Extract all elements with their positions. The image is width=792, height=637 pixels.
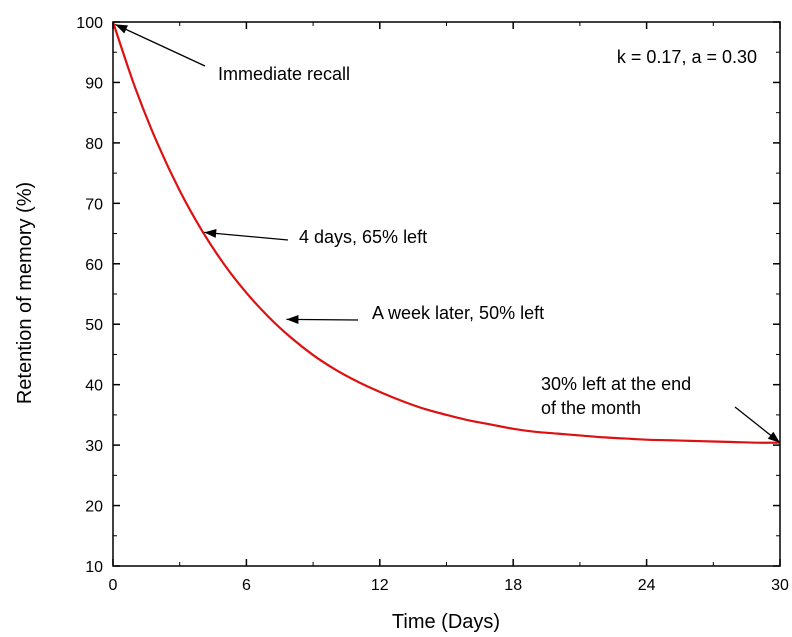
annotation-text: Immediate recall: [218, 64, 350, 84]
plot-frame: [112, 21, 781, 567]
y-axis: 10 20 30 40 50 60 70 80 90 100: [76, 15, 780, 576]
y-tick-label: 50: [85, 317, 103, 334]
y-tick-label: 100: [76, 15, 103, 32]
annotation-arrowhead: [286, 314, 299, 324]
annotation-text: 30% left at the end: [541, 374, 691, 394]
y-tick-label: 80: [85, 136, 103, 153]
parameter-label: k = 0.17, a = 0.30: [617, 47, 757, 67]
x-tick-label: 12: [371, 577, 389, 594]
x-tick-label: 6: [242, 577, 251, 594]
x-axis-title: Time (Days): [392, 611, 500, 633]
annotation-text: A week later, 50% left: [372, 303, 544, 323]
annotation-layer: Immediate recall 4 days, 65% left A week l…: [114, 23, 781, 444]
series-layer: [111, 21, 781, 444]
annotation-arrow-line: [204, 231, 289, 241]
x-tick-label: 0: [109, 577, 118, 594]
annotation-arrowhead: [767, 431, 780, 443]
plot-border: [112, 21, 781, 567]
y-tick-label: 90: [85, 75, 103, 92]
annotation-text: 4 days, 65% left: [299, 227, 427, 247]
annotation-arrowhead: [115, 24, 129, 34]
x-axis: 0 6 12 18 24 30: [109, 22, 789, 594]
retention-curve: [111, 21, 781, 444]
y-tick-label: 20: [85, 499, 103, 516]
y-tick-label: 10: [85, 559, 103, 576]
y-tick-label: 40: [85, 378, 103, 395]
x-tick-label: 30: [771, 577, 789, 594]
x-tick-label: 24: [638, 577, 656, 594]
x-tick-label: 18: [504, 577, 522, 594]
y-tick-label: 60: [85, 257, 103, 274]
y-tick-label: 70: [85, 196, 103, 213]
annotation-arrow-line: [114, 23, 206, 67]
annotation-text: of the month: [541, 398, 641, 418]
annotation-arrowhead: [204, 228, 217, 238]
y-tick-label: 30: [85, 438, 103, 455]
y-axis-title: Retention of memory (%): [14, 182, 36, 404]
